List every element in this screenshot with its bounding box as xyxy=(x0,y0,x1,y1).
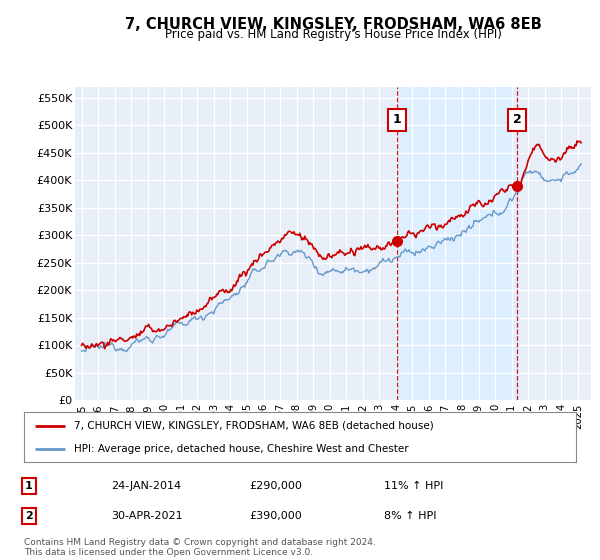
Text: 30-APR-2021: 30-APR-2021 xyxy=(111,511,182,521)
Text: 7, CHURCH VIEW, KINGSLEY, FRODSHAM, WA6 8EB: 7, CHURCH VIEW, KINGSLEY, FRODSHAM, WA6 … xyxy=(125,17,541,32)
Text: 2: 2 xyxy=(512,113,521,127)
Text: 1: 1 xyxy=(25,481,32,491)
Text: Price paid vs. HM Land Registry's House Price Index (HPI): Price paid vs. HM Land Registry's House … xyxy=(164,28,502,41)
Text: 7, CHURCH VIEW, KINGSLEY, FRODSHAM, WA6 8EB (detached house): 7, CHURCH VIEW, KINGSLEY, FRODSHAM, WA6 … xyxy=(74,421,433,431)
Text: 24-JAN-2014: 24-JAN-2014 xyxy=(111,481,181,491)
Text: £290,000: £290,000 xyxy=(249,481,302,491)
Text: 1: 1 xyxy=(392,113,401,127)
Text: Contains HM Land Registry data © Crown copyright and database right 2024.
This d: Contains HM Land Registry data © Crown c… xyxy=(24,538,376,557)
Text: 11% ↑ HPI: 11% ↑ HPI xyxy=(384,481,443,491)
Text: £390,000: £390,000 xyxy=(249,511,302,521)
Text: HPI: Average price, detached house, Cheshire West and Chester: HPI: Average price, detached house, Ches… xyxy=(74,445,409,454)
Bar xyxy=(397,87,517,400)
Text: 2: 2 xyxy=(25,511,32,521)
Text: 8% ↑ HPI: 8% ↑ HPI xyxy=(384,511,437,521)
